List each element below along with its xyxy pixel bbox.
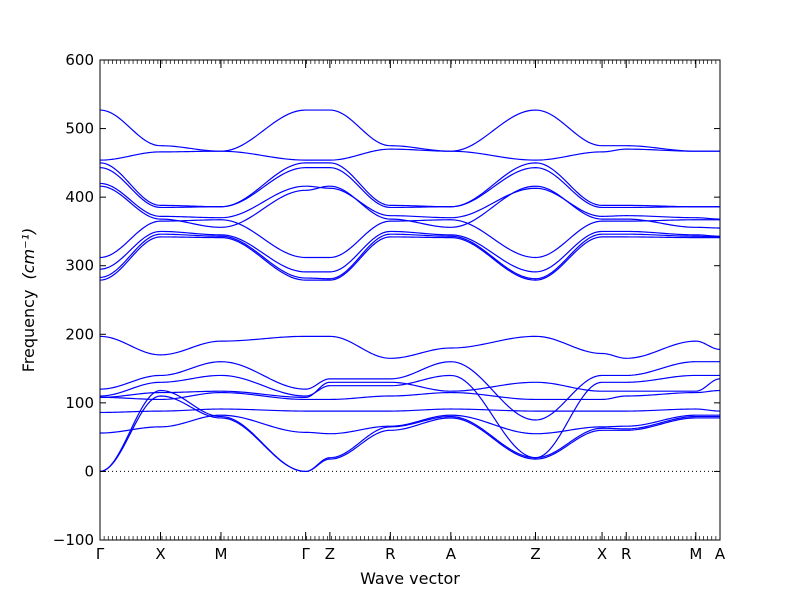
x-tick-label: M (214, 545, 227, 563)
x-tick-label: R (385, 545, 395, 563)
phonon-band-2 (100, 148, 720, 161)
y-axis-label-unit: (cm⁻¹) (19, 228, 38, 280)
x-tick-label: A (715, 545, 726, 563)
y-tick-label: 300 (65, 257, 94, 275)
y-axis-ticks: −100 0 100 200 300 400 500 600 (53, 51, 720, 549)
phonon-band-4 (100, 167, 720, 209)
x-tick-label: X (155, 545, 165, 563)
y-tick-label: 200 (65, 325, 94, 343)
y-tick-label: 400 (65, 188, 94, 206)
phonon-band-11 (100, 335, 720, 359)
phonon-band-5 (100, 182, 720, 220)
plot-background (100, 60, 720, 540)
y-axis-label: Frequency (cm⁻¹) (19, 228, 38, 372)
x-tick-label: Z (530, 545, 540, 563)
phonon-band-6 (100, 185, 720, 229)
x-tick-label: Γ (301, 545, 310, 563)
y-tick-label: 100 (65, 394, 94, 412)
x-tick-label: Γ (96, 545, 105, 563)
phonon-band-9 (100, 233, 720, 280)
y-tick-label: 0 (84, 462, 94, 480)
phonon-band-15 (100, 389, 720, 401)
x-tick-label: X (597, 545, 607, 563)
x-tick-label: M (689, 545, 702, 563)
phonon-band-18 (100, 389, 720, 473)
phonon-band-12 (100, 361, 720, 421)
y-tick-label: 500 (65, 120, 94, 138)
plot-frame (99, 59, 721, 541)
y-tick-label: 600 (65, 51, 94, 69)
phonon-band-14 (100, 378, 720, 398)
phonon-band-13 (100, 374, 720, 459)
series-group (100, 109, 720, 473)
phonon-band-8 (100, 230, 720, 273)
y-axis-label-text: Frequency (19, 290, 38, 373)
x-tick-label: R (621, 545, 631, 563)
phonon-band-16 (100, 408, 720, 414)
x-tick-label: Z (325, 545, 335, 563)
y-tick-label: −100 (53, 531, 94, 549)
phonon-band-7 (100, 219, 720, 259)
phonon-band-10 (100, 236, 720, 281)
minor-tick-marks (99, 60, 721, 540)
phonon-band-19 (100, 395, 720, 473)
x-tick-label: A (446, 545, 457, 563)
x-axis-label: Wave vector (360, 569, 460, 588)
